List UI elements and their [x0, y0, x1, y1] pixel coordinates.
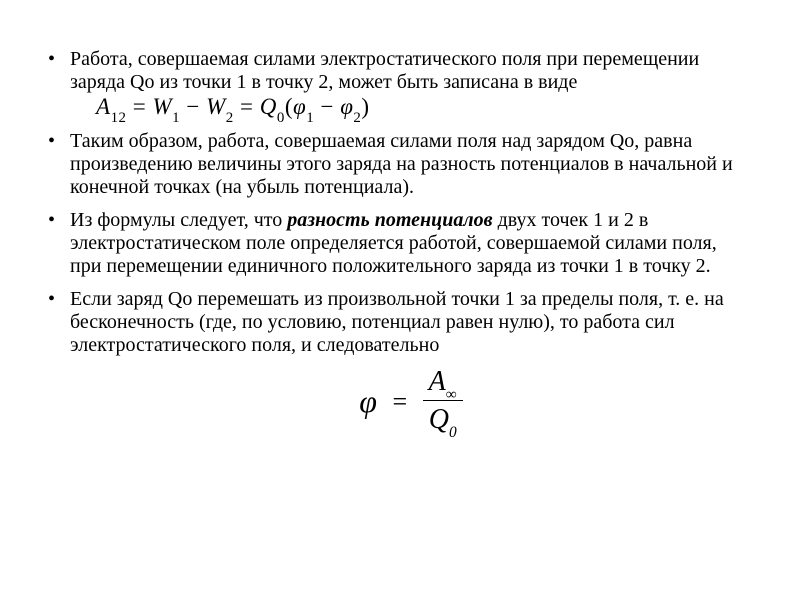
bullet-4: Если заряд Qо перемешать из произвольной… [70, 288, 752, 357]
bullet-3-emph: разность потенциалов [287, 209, 492, 231]
formula-potential-wrap: φ = A∞ Q0 [70, 367, 752, 436]
bullet-1-text: Работа, совершаемая силами электростатич… [70, 48, 699, 93]
formula-Q: Q [260, 94, 277, 119]
formula-minus2: − [314, 94, 340, 119]
formula2-Q: Q [429, 404, 449, 435]
formula-phi2: φ [340, 94, 353, 119]
formula-eq2: = [234, 94, 260, 119]
bullet-4-text: Если заряд Qо перемешать из произвольной… [70, 288, 724, 356]
formula-W1: W [152, 94, 172, 119]
formula2-phi: φ [359, 383, 377, 420]
bullet-2: Таким образом, работа, совершаемая силам… [70, 130, 752, 199]
bullet-3: Из формулы следует, что разность потенци… [70, 209, 752, 278]
formula-W2: W [206, 94, 226, 119]
formula2-A: A [429, 366, 446, 397]
formula-A: A [96, 94, 111, 119]
bullet-2-text: Таким образом, работа, совершаемая силам… [70, 130, 733, 198]
formula-lparen: ( [285, 94, 293, 119]
slide: Работа, совершаемая силами электростатич… [0, 0, 800, 600]
formula-phi1: φ [293, 94, 306, 119]
formula-potential: φ = A∞ Q0 [359, 367, 462, 436]
formula-minus1: − [180, 94, 206, 119]
bullet-list: Работа, совершаемая силами электростатич… [70, 48, 752, 357]
bullet-1: Работа, совершаемая силами электростатич… [70, 48, 752, 120]
formula2-numerator: A∞ [423, 367, 463, 401]
formula2-zero: 0 [449, 424, 457, 441]
formula-rparen: ) [361, 94, 369, 119]
formula2-denominator: Q0 [423, 401, 463, 436]
formula-work: A12 = W1 − W2 = Q0(φ1 − φ2) [70, 94, 370, 120]
formula2-eq: = [384, 387, 415, 417]
formula2-inf: ∞ [446, 386, 457, 403]
bullet-3-pre: Из формулы следует, что [70, 209, 287, 231]
formula2-fraction: A∞ Q0 [423, 367, 463, 436]
formula-eq1: = [127, 94, 153, 119]
